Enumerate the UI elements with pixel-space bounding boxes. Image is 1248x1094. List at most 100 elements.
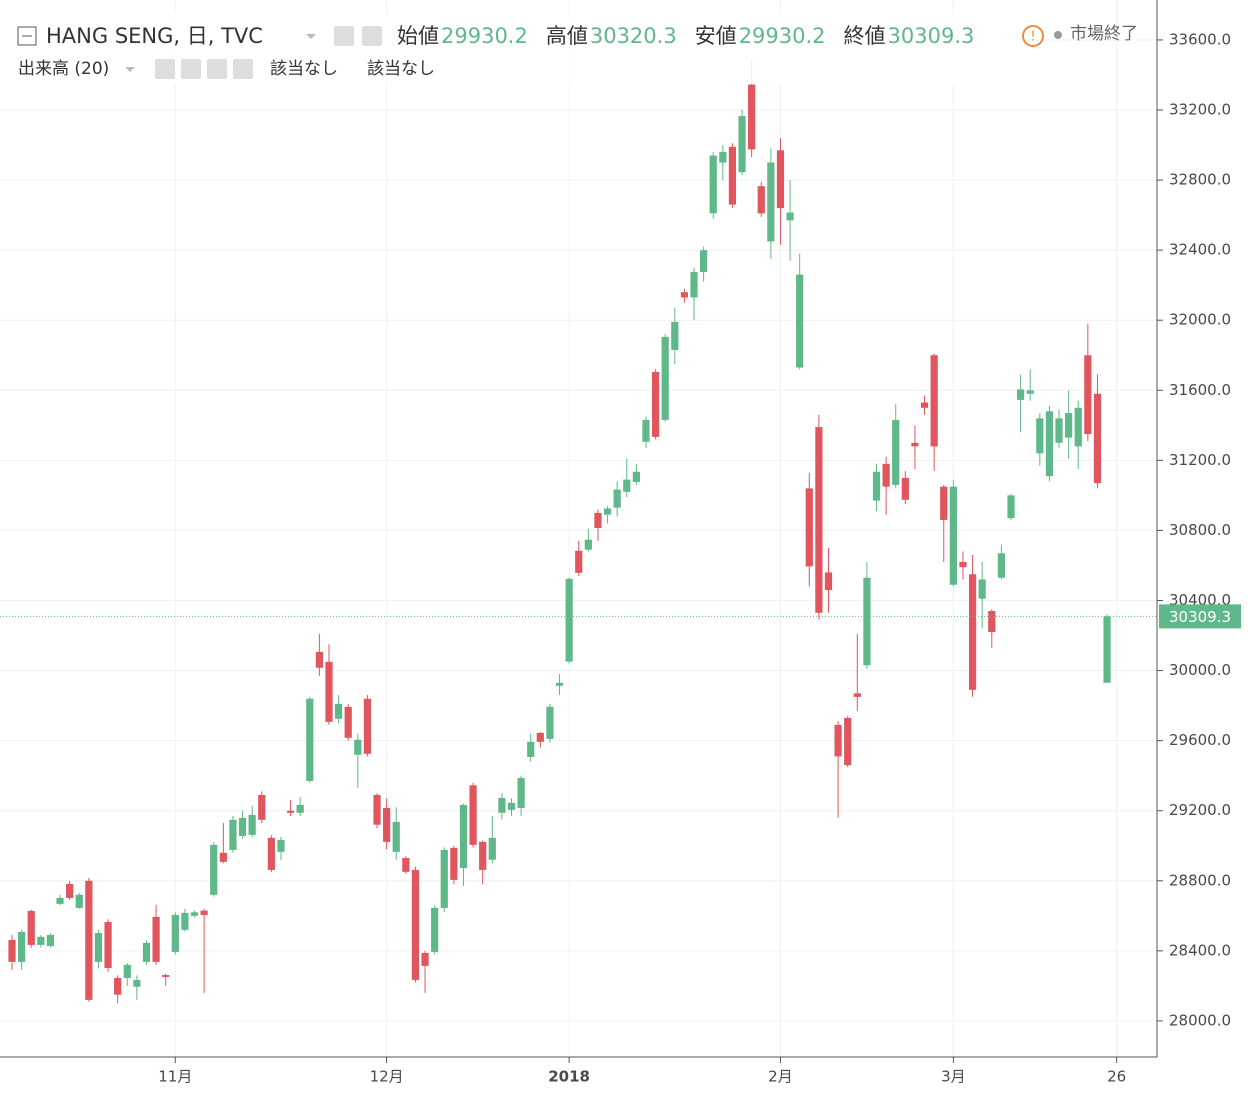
candle-body <box>709 155 717 214</box>
candle-body <box>440 849 448 908</box>
candle-body <box>1074 407 1082 447</box>
warning-icon[interactable] <box>1022 25 1044 47</box>
collapse-icon[interactable] <box>17 26 37 46</box>
candle-body <box>824 572 833 590</box>
y-tick-label: 29600.0 <box>1169 731 1231 749</box>
settings-icon[interactable] <box>181 59 201 79</box>
candle-body <box>8 939 16 962</box>
candle-body <box>133 979 141 987</box>
candle-body <box>757 186 765 214</box>
candle-body <box>507 802 516 810</box>
x-tick-label: 26 <box>1107 1068 1126 1086</box>
last-price-label: 30309.3 <box>1169 608 1231 626</box>
candle-body <box>286 810 295 813</box>
candle-body <box>46 934 55 946</box>
candle-body <box>306 698 314 781</box>
candle-body <box>920 402 929 408</box>
indicator-name: 出来高 (20) <box>18 59 109 79</box>
candle-body <box>190 912 199 916</box>
y-tick-label: 28000.0 <box>1169 1011 1231 1029</box>
candle-body <box>171 914 179 952</box>
add-icon[interactable] <box>207 59 227 79</box>
remove-icon[interactable] <box>233 59 253 79</box>
candle-body <box>411 869 420 980</box>
candle-body <box>892 420 900 485</box>
candle-body <box>1084 355 1092 435</box>
candle-body <box>363 698 372 754</box>
candle-body <box>978 579 986 599</box>
candle-body <box>392 821 400 852</box>
candle-body <box>527 741 535 757</box>
candle-body <box>450 847 458 880</box>
candle-body <box>651 371 660 437</box>
ohlc-label: 始値 <box>397 24 439 48</box>
candle-body <box>498 797 506 813</box>
candle-body <box>18 931 26 962</box>
warning-mark: ! <box>1030 30 1035 45</box>
candle-body <box>949 486 957 585</box>
candle-body <box>575 550 583 573</box>
dropdown-icon[interactable] <box>125 67 135 72</box>
candle-body <box>690 272 698 298</box>
candle-body <box>1103 616 1111 683</box>
candle-body <box>1045 411 1054 477</box>
candle-body <box>536 732 544 742</box>
ohlc-label: 高値 <box>546 24 588 48</box>
candle-body <box>584 539 592 550</box>
candle-body <box>469 785 477 845</box>
candle-body <box>354 739 362 755</box>
grid <box>0 0 1157 1057</box>
candle-body <box>200 910 208 915</box>
candle-body <box>719 152 727 163</box>
candle-body <box>642 419 650 442</box>
settings-icon[interactable] <box>362 26 382 46</box>
y-tick-label: 33200.0 <box>1169 101 1231 119</box>
status-dot <box>1054 31 1062 39</box>
ohlc-value: 30320.3 <box>590 24 677 48</box>
candle-body <box>700 250 708 273</box>
candle-body <box>767 162 775 242</box>
candle-body <box>75 894 83 908</box>
candle-body <box>863 577 871 666</box>
dropdown-icon[interactable] <box>306 34 316 39</box>
candle-body <box>613 489 621 508</box>
candle-body <box>315 651 323 668</box>
candle-body <box>334 703 343 719</box>
eye-icon[interactable] <box>334 26 354 46</box>
y-tick-label: 28400.0 <box>1169 941 1231 959</box>
candle-body <box>901 477 909 500</box>
candle-body <box>66 883 74 898</box>
y-tick-label: 29200.0 <box>1169 801 1231 819</box>
candle-body <box>114 977 122 995</box>
ohlc-value: 30309.3 <box>888 24 975 48</box>
candle-body <box>940 486 948 520</box>
candle-body <box>911 442 919 447</box>
ohlc-legend: 始値 29930.2 高値 30320.3 安値 29930.2 終値 30309.3 <box>397 24 974 48</box>
candle-body <box>152 916 160 962</box>
eye-icon[interactable] <box>155 59 175 79</box>
candle-body <box>27 910 35 945</box>
candle-body <box>988 611 996 633</box>
candle-body <box>104 921 112 969</box>
candle-body <box>796 274 804 368</box>
y-tick-label: 32000.0 <box>1169 311 1231 329</box>
candle-body <box>853 693 861 697</box>
candle-body <box>623 479 631 492</box>
candle-body <box>603 508 612 515</box>
candle-body <box>1055 418 1063 443</box>
candle-body <box>968 574 977 690</box>
y-tick-label: 30000.0 <box>1169 661 1231 679</box>
y-tick-label: 31200.0 <box>1169 451 1231 469</box>
candle-body <box>786 212 794 221</box>
candle-body <box>277 839 285 852</box>
candle-body <box>517 777 525 808</box>
candle-body <box>671 321 679 350</box>
y-tick-label: 33600.0 <box>1169 30 1231 48</box>
candle-body <box>680 292 689 298</box>
candle-body <box>402 858 410 872</box>
ohlc-value: 29930.2 <box>441 24 528 48</box>
candle-body <box>555 682 564 686</box>
y-tick-label: 30800.0 <box>1169 521 1231 539</box>
